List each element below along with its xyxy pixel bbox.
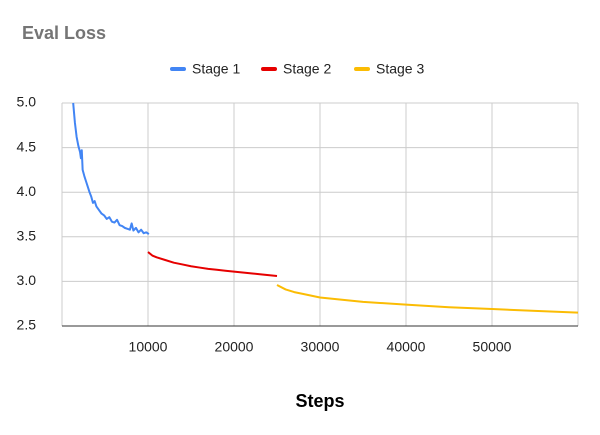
legend-label: Stage 1 xyxy=(192,61,240,77)
legend-label: Stage 2 xyxy=(283,61,331,77)
x-tick-label: 30000 xyxy=(301,339,340,355)
x-tick-label: 10000 xyxy=(129,339,168,355)
series-line xyxy=(72,102,150,235)
y-tick-label: 5.0 xyxy=(17,94,37,110)
x-tick-label: 20000 xyxy=(215,339,254,355)
y-tick-label: 3.0 xyxy=(17,272,37,288)
series-line xyxy=(147,251,278,278)
x-axis-label: Steps xyxy=(295,391,344,411)
x-tick-label: 40000 xyxy=(387,339,426,355)
legend-label: Stage 3 xyxy=(376,61,424,77)
chart-title: Eval Loss xyxy=(22,23,106,43)
y-tick-label: 3.5 xyxy=(17,228,37,244)
y-tick-label: 4.0 xyxy=(17,183,37,199)
series-line xyxy=(276,284,579,314)
y-tick-label: 4.5 xyxy=(17,138,37,154)
x-tick-label: 50000 xyxy=(473,339,512,355)
y-tick-label: 2.5 xyxy=(17,317,37,333)
